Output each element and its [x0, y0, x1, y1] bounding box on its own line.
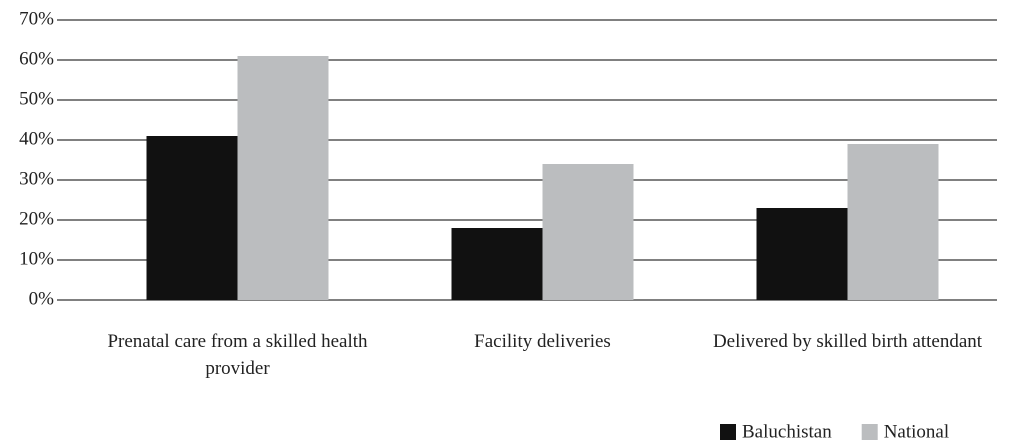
- y-tick-label: 0%: [29, 288, 55, 309]
- bar: [756, 208, 848, 300]
- y-tick-label: 60%: [19, 48, 54, 69]
- bar: [542, 164, 634, 300]
- legend-swatch: [720, 424, 736, 440]
- bar: [451, 228, 543, 300]
- bar: [847, 144, 939, 300]
- y-tick-label: 10%: [19, 248, 54, 269]
- legend-label: National: [884, 421, 949, 442]
- bar: [146, 136, 238, 300]
- y-tick-label: 20%: [19, 208, 54, 229]
- legend-label: Baluchistan: [742, 421, 832, 442]
- y-tick-label: 70%: [19, 8, 54, 29]
- y-tick-label: 40%: [19, 128, 54, 149]
- legend-swatch: [861, 424, 878, 440]
- x-tick-label: Delivered by skilled birth attendant: [712, 331, 983, 352]
- y-tick-label: 30%: [19, 168, 54, 189]
- y-tick-label: 50%: [19, 88, 54, 109]
- x-tick-label: Facility deliveries: [474, 331, 611, 352]
- bar: [237, 56, 329, 300]
- x-tick-label: Prenatal care from a skilled health prov…: [107, 331, 368, 379]
